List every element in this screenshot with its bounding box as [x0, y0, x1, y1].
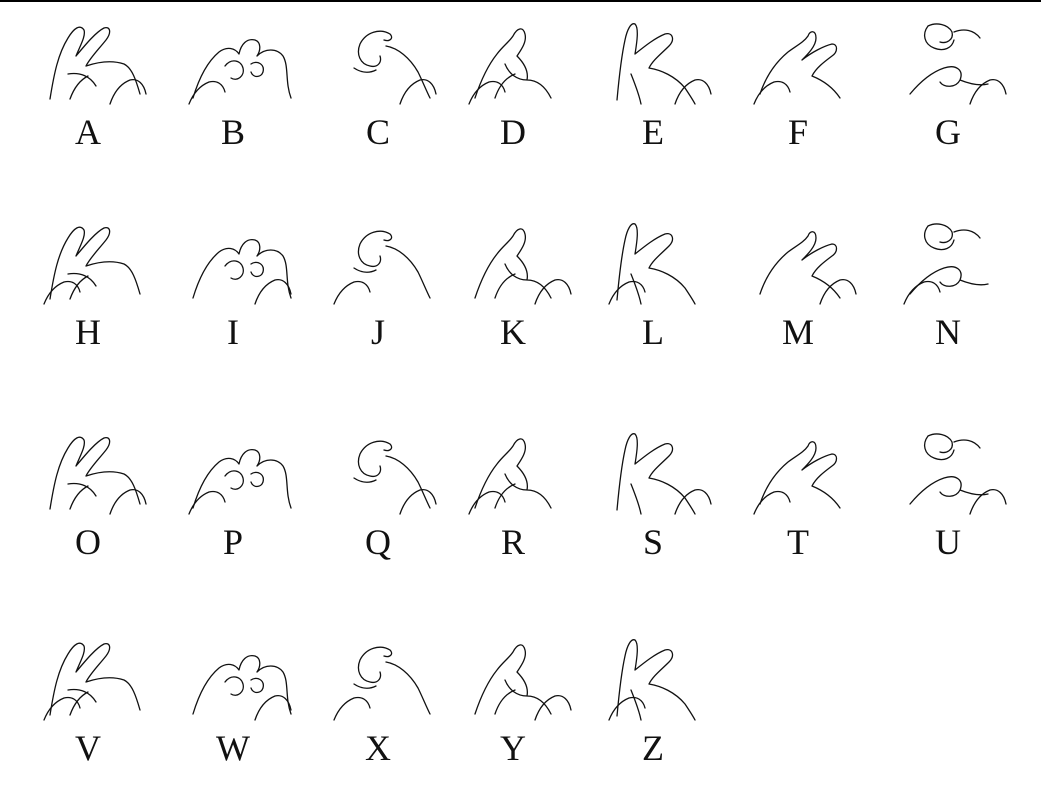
sign-cell-a: A — [40, 14, 160, 164]
hand-sign-k-icon — [474, 228, 572, 305]
sign-cell-z: Z — [605, 630, 725, 780]
hand-sign-g-icon — [909, 23, 1007, 105]
sign-cell-r: R — [465, 424, 585, 574]
sign-cell-j: J — [330, 214, 450, 364]
hand-sign-c-icon — [353, 30, 437, 105]
sign-letter-label: E — [642, 112, 664, 152]
hand-sign-z-icon — [608, 639, 696, 721]
sign-cell-u: U — [900, 424, 1020, 574]
sign-cell-v: V — [40, 630, 160, 780]
sign-cell-e: E — [605, 14, 725, 164]
hand-sign-a-icon — [49, 26, 147, 105]
sign-cell-i: I — [185, 214, 305, 364]
sign-letter-label: Q — [365, 522, 391, 562]
hand-sign-s-icon — [616, 433, 712, 515]
sign-letter-label: R — [500, 522, 525, 562]
hand-sign-n-icon — [903, 223, 989, 305]
sign-cell-o: O — [40, 424, 160, 574]
sign-letter-label: S — [642, 522, 664, 562]
sign-letter-label: B — [220, 112, 245, 152]
sign-letter-label: I — [227, 312, 239, 352]
sign-cell-t: T — [750, 424, 870, 574]
sign-letter-label: Y — [500, 728, 526, 768]
sign-cell-w: W — [185, 630, 305, 780]
sign-letter-label: A — [75, 112, 101, 152]
sign-letter-label: V — [75, 728, 101, 768]
sign-cell-q: Q — [330, 424, 450, 574]
sign-cell-k: K — [465, 214, 585, 364]
hand-sign-b-icon — [188, 38, 292, 105]
sign-cell-y: Y — [465, 630, 585, 780]
sign-letter-label: D — [500, 112, 526, 152]
sign-letter-label: X — [365, 728, 391, 768]
sign-cell-n: N — [900, 214, 1020, 364]
hand-sign-v-icon — [43, 642, 141, 721]
sign-cell-c: C — [330, 14, 450, 164]
hand-sign-u-icon — [909, 433, 1007, 515]
sign-cell-s: S — [605, 424, 725, 574]
sign-cell-h: H — [40, 214, 160, 364]
hand-sign-j-icon — [333, 230, 431, 305]
hand-sign-i-icon — [192, 238, 292, 305]
sign-cell-l: L — [605, 214, 725, 364]
hand-sign-q-icon — [353, 440, 437, 515]
sign-letter-label: K — [500, 312, 526, 352]
hand-sign-m-icon — [759, 231, 857, 305]
sign-cell-p: P — [185, 424, 305, 574]
hand-sign-o-icon — [49, 436, 147, 515]
hand-sign-e-icon — [616, 23, 712, 105]
sign-letter-label: H — [75, 312, 101, 352]
hand-sign-r-icon — [468, 438, 552, 515]
hand-sign-d-icon — [468, 28, 552, 105]
hand-sign-p-icon — [188, 448, 292, 515]
sign-letter-label: U — [935, 522, 961, 562]
sign-letter-label: M — [781, 312, 814, 352]
sign-cell-d: D — [465, 14, 585, 164]
sign-cell-f: F — [750, 14, 870, 164]
sign-cell-g: G — [900, 14, 1020, 164]
sign-letter-label: P — [222, 522, 244, 562]
hand-sign-y-icon — [474, 644, 572, 721]
sign-letter-label: T — [787, 522, 809, 562]
sign-cell-x: X — [330, 630, 450, 780]
sign-letter-label: Z — [642, 728, 664, 768]
sign-cell-b: B — [185, 14, 305, 164]
hand-sign-w-icon — [192, 654, 292, 721]
sign-letter-label: G — [935, 112, 961, 152]
sign-cell-m: M — [750, 214, 870, 364]
sign-letter-label: W — [216, 728, 250, 768]
sign-letter-label: C — [365, 112, 390, 152]
hand-sign-t-icon — [753, 441, 841, 515]
sign-letter-label: O — [75, 522, 101, 562]
hand-sign-f-icon — [753, 31, 841, 105]
hand-sign-x-icon — [333, 646, 431, 721]
sign-letter-label: L — [642, 312, 664, 352]
sign-letter-label: J — [370, 312, 385, 352]
hand-sign-l-icon — [608, 223, 696, 305]
top-rule — [0, 0, 1041, 2]
sign-letter-label: N — [935, 312, 961, 352]
hand-sign-h-icon — [43, 226, 141, 305]
sign-letter-label: F — [787, 112, 809, 152]
